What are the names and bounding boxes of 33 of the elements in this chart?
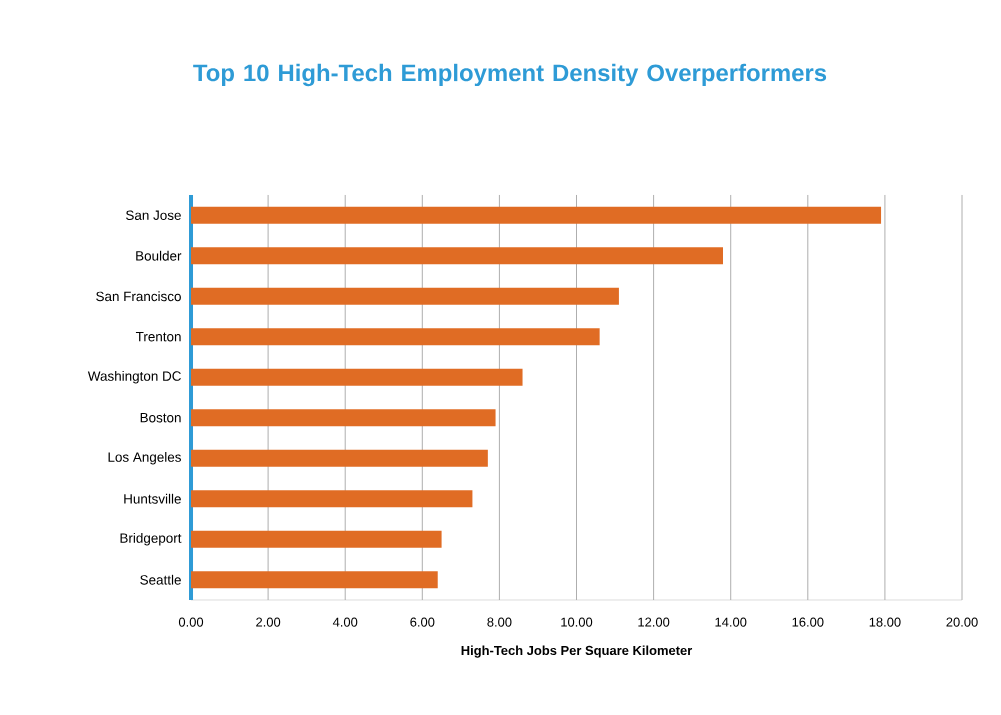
bar	[191, 247, 723, 265]
y-tick-label: Boulder	[136, 250, 182, 261]
x-tick-label: 6.00	[410, 617, 435, 627]
y-tick-label: San Jose	[126, 210, 181, 220]
y-tick-label: Bridgeport	[120, 532, 182, 546]
bar	[191, 409, 496, 427]
y-tick-label: Seattle	[140, 574, 181, 585]
x-tick-label: 14.00	[715, 617, 747, 627]
y-tick-label: San Francisco	[96, 291, 181, 302]
bar	[191, 571, 438, 589]
bar	[191, 287, 619, 305]
x-tick-label: 0.00	[178, 617, 204, 627]
bar	[191, 449, 488, 467]
x-tick-label: 2.00	[256, 617, 281, 627]
bar	[191, 206, 882, 224]
x-tick-label: 12.00	[638, 617, 670, 627]
x-tick-label: 20.00	[946, 617, 978, 627]
bar	[191, 368, 523, 386]
x-tick-label: 16.00	[792, 617, 824, 627]
bar	[191, 328, 600, 346]
x-tick-label: 4.00	[332, 617, 358, 627]
x-tick-label: 8.00	[487, 617, 512, 627]
y-tick-label: Los Angeles	[108, 451, 181, 465]
y-tick-label: Washington DC	[87, 370, 181, 384]
x-tick-label: 10.00	[561, 617, 593, 627]
bar	[191, 490, 473, 508]
chart-title: Top 10 High-Tech Employment Density Overperformers	[193, 63, 827, 87]
bar	[191, 530, 442, 548]
y-tick-label: Trenton	[135, 332, 181, 342]
x-tick-label: 18.00	[869, 617, 901, 627]
y-tick-label: Huntsville	[124, 493, 181, 504]
x-axis-title: High-Tech Jobs Per Square Kilometer	[461, 645, 693, 658]
y-tick-label: Boston	[140, 413, 181, 423]
